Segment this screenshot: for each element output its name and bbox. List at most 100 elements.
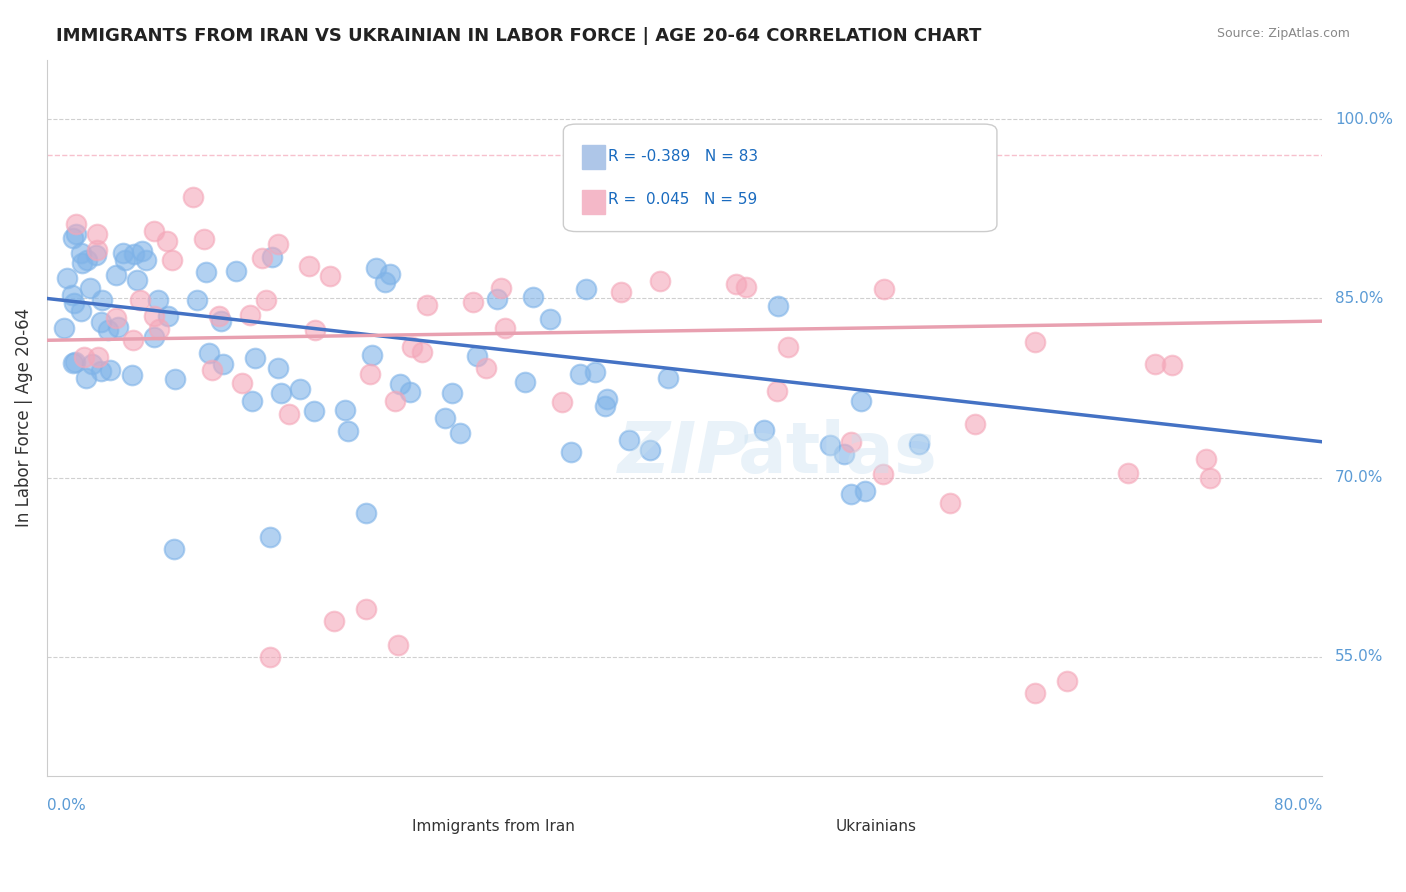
Point: [638, 443, 661, 458]
Point: [62, 356, 84, 370]
Point: [778, 340, 800, 354]
Point: [322, 614, 344, 628]
Point: [245, 351, 267, 365]
Point: [494, 321, 516, 335]
Point: [131, 244, 153, 258]
Point: [254, 293, 277, 307]
Point: [302, 404, 325, 418]
Point: [337, 424, 360, 438]
Text: IMMIGRANTS FROM IRAN VS UKRAINIAN IN LABOR FORCE | AGE 20-64 CORRELATION CHART: IMMIGRANTS FROM IRAN VS UKRAINIAN IN LAB…: [56, 27, 981, 45]
Point: [225, 264, 247, 278]
Point: [364, 260, 387, 275]
Text: R =  0.045   N = 59: R = 0.045 N = 59: [607, 192, 758, 207]
Point: [359, 367, 381, 381]
Point: [574, 282, 596, 296]
Point: [939, 496, 962, 510]
Point: [250, 251, 273, 265]
Point: [70, 256, 93, 270]
Point: [461, 294, 484, 309]
Point: [135, 253, 157, 268]
Point: [766, 384, 789, 398]
Text: 70.0%: 70.0%: [1334, 470, 1384, 485]
FancyBboxPatch shape: [582, 190, 606, 214]
Point: [754, 423, 776, 437]
Point: [200, 363, 222, 377]
Text: 85.0%: 85.0%: [1334, 291, 1384, 306]
Point: [839, 434, 862, 449]
Point: [872, 467, 894, 482]
Point: [378, 267, 401, 281]
Point: [839, 487, 862, 501]
Point: [650, 274, 672, 288]
Point: [65, 227, 87, 241]
Point: [401, 341, 423, 355]
Point: [90, 315, 112, 329]
Point: [1116, 466, 1139, 480]
Point: [79, 281, 101, 295]
Point: [849, 393, 872, 408]
Point: [160, 252, 183, 267]
Point: [384, 394, 406, 409]
Point: [240, 393, 263, 408]
Point: [475, 360, 498, 375]
Point: [361, 348, 384, 362]
Point: [65, 218, 87, 232]
Point: [75, 371, 97, 385]
FancyBboxPatch shape: [582, 145, 606, 169]
Point: [148, 293, 170, 307]
Point: [1024, 685, 1046, 699]
Point: [593, 399, 616, 413]
Point: [583, 365, 606, 379]
Point: [735, 279, 758, 293]
Point: [63, 355, 86, 369]
Point: [1024, 334, 1046, 349]
Point: [657, 370, 679, 384]
Point: [1195, 452, 1218, 467]
Point: [551, 395, 574, 409]
Point: [766, 299, 789, 313]
Point: [374, 276, 396, 290]
Text: Immigrants from Iran: Immigrants from Iran: [412, 819, 575, 834]
Point: [53, 320, 76, 334]
Point: [318, 268, 340, 283]
Point: [304, 323, 326, 337]
Point: [156, 235, 179, 249]
Point: [142, 309, 165, 323]
Point: [86, 351, 108, 365]
Point: [440, 386, 463, 401]
Point: [832, 447, 855, 461]
Text: ZIP: ZIP: [619, 419, 751, 488]
Point: [55, 270, 77, 285]
Point: [415, 298, 437, 312]
Y-axis label: In Labor Force | Age 20-64: In Labor Force | Age 20-64: [15, 309, 32, 527]
Text: Ukrainians: Ukrainians: [835, 819, 917, 834]
Point: [209, 314, 232, 328]
Point: [197, 346, 219, 360]
Point: [128, 293, 150, 307]
Point: [72, 350, 94, 364]
Point: [465, 349, 488, 363]
Point: [522, 290, 544, 304]
Point: [186, 293, 208, 307]
Point: [142, 224, 165, 238]
Point: [725, 277, 748, 291]
Point: [98, 362, 121, 376]
Point: [270, 386, 292, 401]
Point: [595, 392, 617, 407]
Point: [125, 272, 148, 286]
Point: [122, 247, 145, 261]
Point: [156, 309, 179, 323]
Point: [259, 530, 281, 544]
Text: Source: ZipAtlas.com: Source: ZipAtlas.com: [1216, 27, 1350, 40]
Point: [489, 281, 512, 295]
Point: [114, 253, 136, 268]
Point: [112, 246, 135, 260]
Point: [107, 319, 129, 334]
Point: [965, 417, 987, 432]
Point: [1198, 470, 1220, 484]
Point: [63, 296, 86, 310]
Text: 0.0%: 0.0%: [46, 797, 86, 813]
Point: [86, 227, 108, 242]
Point: [267, 360, 290, 375]
Point: [387, 638, 409, 652]
